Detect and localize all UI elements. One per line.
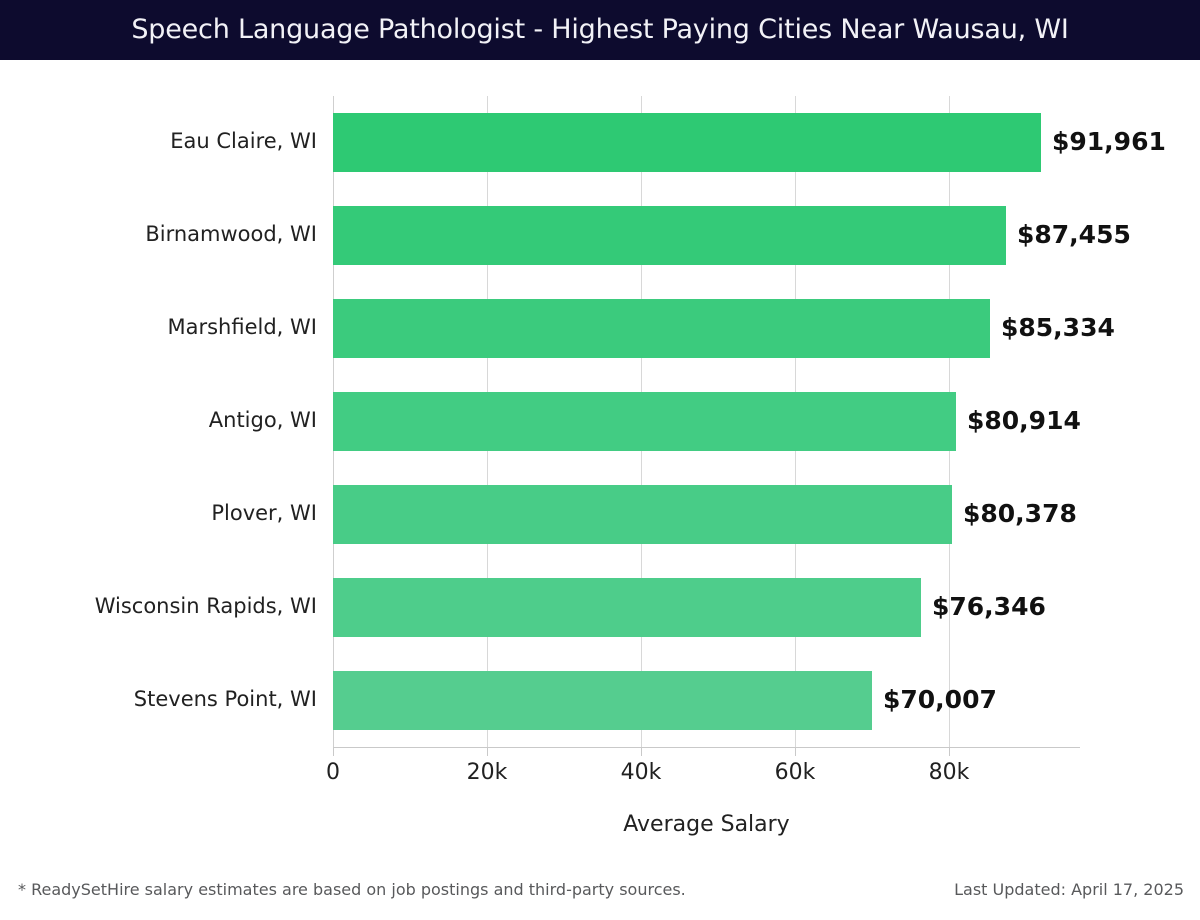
x-tick-60k: [795, 747, 796, 756]
x-tick-40k: [641, 747, 642, 756]
bar[interactable]: [333, 299, 990, 358]
page-title: Speech Language Pathologist - Highest Pa…: [131, 14, 1069, 45]
bar-row[interactable]: [333, 485, 952, 544]
bar-row[interactable]: [333, 671, 872, 730]
bar-value-label: $91,961: [1052, 127, 1166, 156]
x-tick-80k: [949, 747, 950, 756]
bar[interactable]: [333, 392, 956, 451]
bar-value-label: $80,378: [963, 499, 1077, 528]
x-tick-label-20k: 20k: [466, 760, 508, 785]
header-bar: Speech Language Pathologist - Highest Pa…: [0, 0, 1200, 60]
category-label: Wisconsin Rapids, WI: [94, 594, 317, 618]
category-label: Plover, WI: [211, 501, 317, 525]
bar-value-label: $70,007: [883, 685, 997, 714]
bar-row[interactable]: [333, 113, 1041, 172]
bar-row[interactable]: [333, 299, 990, 358]
category-label: Antigo, WI: [208, 408, 317, 432]
x-tick-label-80k: 80k: [928, 760, 970, 785]
bar[interactable]: [333, 671, 872, 730]
x-axis-line: [333, 747, 1080, 748]
x-tick-0: [333, 747, 334, 756]
bar-value-label: $87,455: [1017, 220, 1131, 249]
bar-row[interactable]: [333, 206, 1006, 265]
bar[interactable]: [333, 113, 1041, 172]
bar[interactable]: [333, 206, 1006, 265]
bar-row[interactable]: [333, 392, 956, 451]
x-tick-20k: [487, 747, 488, 756]
bar-row[interactable]: [333, 578, 921, 637]
footer-disclaimer: * ReadySetHire salary estimates are base…: [18, 880, 686, 899]
footer-last-updated: Last Updated: April 17, 2025: [954, 880, 1184, 899]
category-label: Birnamwood, WI: [145, 222, 317, 246]
category-label: Marshfield, WI: [167, 315, 318, 339]
x-tick-label-40k: 40k: [620, 760, 662, 785]
category-label: Eau Claire, WI: [170, 129, 317, 153]
x-axis-title: Average Salary: [623, 812, 790, 837]
x-tick-label-60k: 60k: [774, 760, 816, 785]
bar-value-label: $76,346: [932, 592, 1046, 621]
bar[interactable]: [333, 578, 921, 637]
category-label: Stevens Point, WI: [133, 687, 317, 711]
x-tick-label-0: 0: [326, 760, 340, 785]
bar-value-label: $85,334: [1001, 313, 1115, 342]
bar[interactable]: [333, 485, 952, 544]
bar-value-label: $80,914: [967, 406, 1081, 435]
